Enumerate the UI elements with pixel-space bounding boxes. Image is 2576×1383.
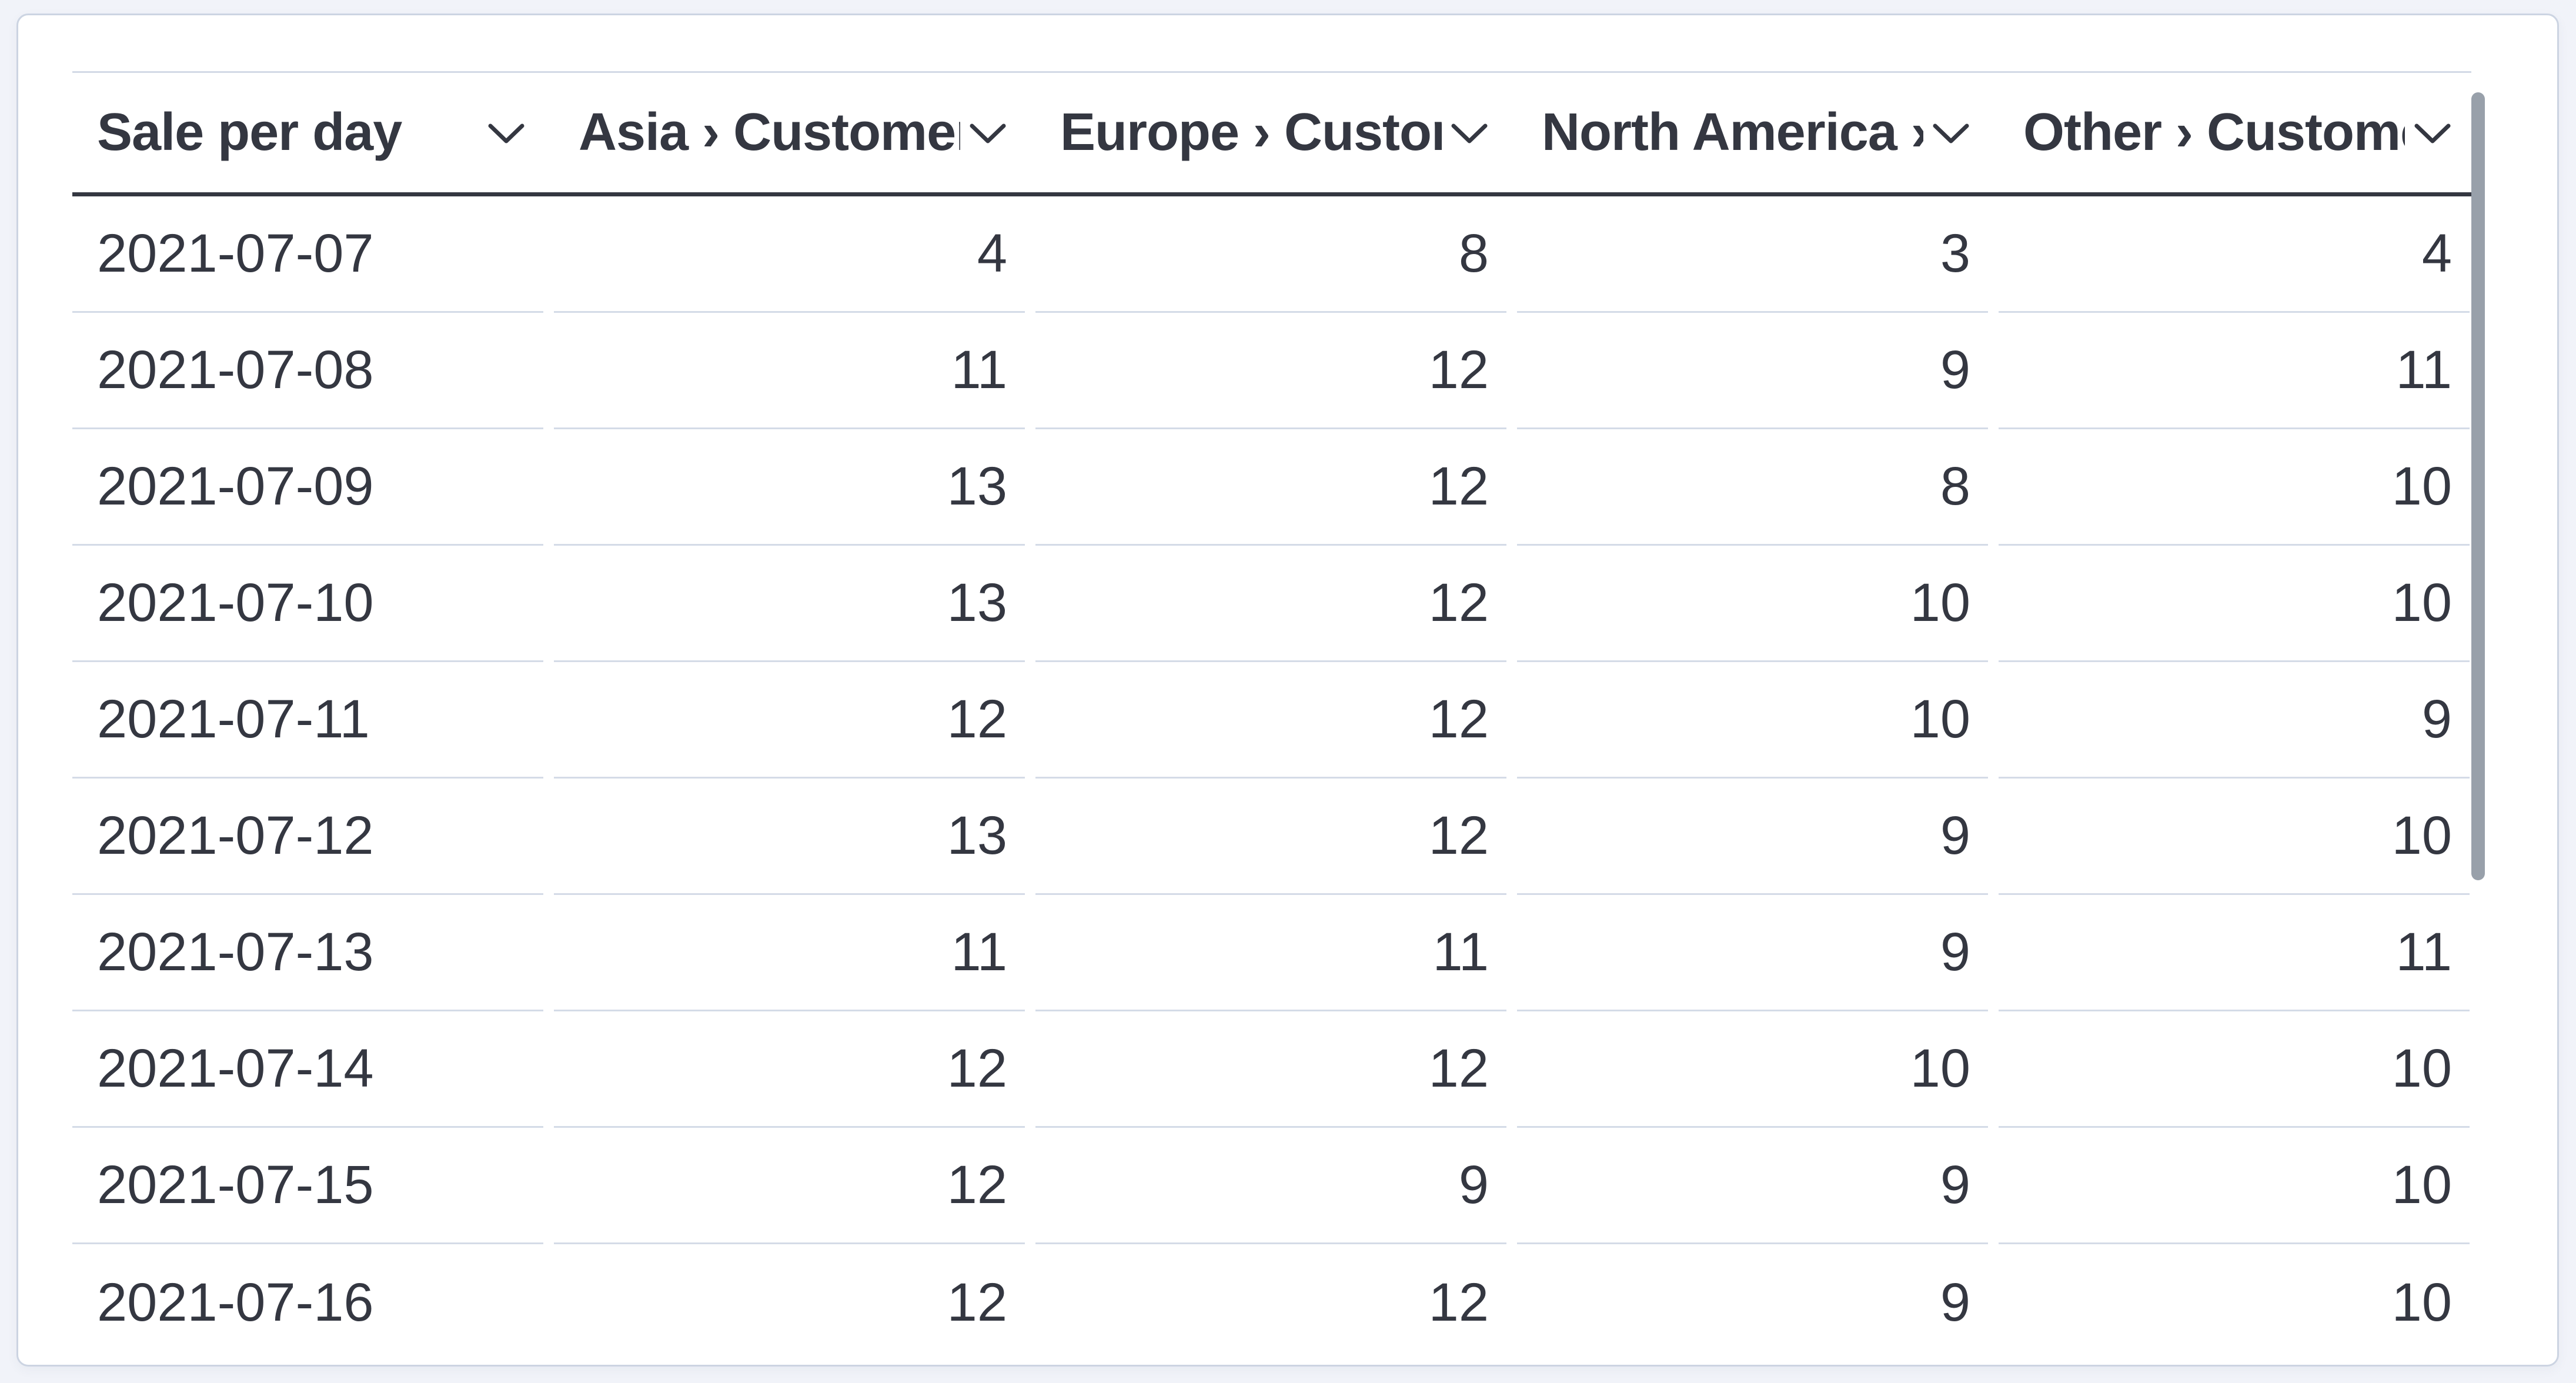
cell-date[interactable]: 2021-07-16	[97, 1272, 374, 1332]
cell-value-asia-customers[interactable]: 13	[554, 429, 1025, 546]
cell-value-other-customers[interactable]: 10	[1999, 429, 2470, 546]
column-header-europe-customers[interactable]: Europe › Customers	[1035, 73, 1506, 192]
column-header-label: Europe › Customers	[1060, 103, 1442, 162]
cell-value-north-america-customers[interactable]: 10	[1517, 1011, 1988, 1128]
cell-value-other-customers[interactable]: 10	[1999, 1128, 2470, 1244]
cell-value-europe-customers[interactable]: 12	[1035, 662, 1506, 779]
cell-date[interactable]: 2021-07-11	[72, 662, 543, 779]
table-row: 2021-07-13 11 11 9 11	[72, 895, 2471, 1011]
cell-value-europe-customers[interactable]: 11	[1035, 895, 1506, 1011]
column-header-other-customers[interactable]: Other › Customers	[1999, 73, 2470, 192]
cell-value-europe-customers[interactable]: 8	[1035, 196, 1506, 313]
table-row: 2021-07-11 12 12 10 9	[72, 662, 2471, 779]
column-header-label: Other › Customers	[2023, 103, 2405, 162]
cell-value-asia-customers[interactable]: 4	[554, 196, 1025, 313]
cell-value-europe-customers[interactable]: 12	[1035, 1011, 1506, 1128]
cell-value-europe-customers[interactable]: 9	[1035, 1128, 1506, 1244]
table-row: 2021-07-09 13 12 8 10	[72, 429, 2471, 546]
cell-date[interactable]: 2021-07-15	[72, 1128, 543, 1244]
cell-value-europe-customers[interactable]: 12	[1428, 1272, 1489, 1332]
sale-per-day-table-panel: Sale per day Asia › Customers Europe › Cus…	[16, 14, 2559, 1367]
cell-date[interactable]: 2021-07-07	[72, 196, 543, 313]
column-header-north-america-customers[interactable]: North America › Customers	[1517, 73, 1988, 192]
cell-value-asia-customers[interactable]: 13	[554, 546, 1025, 662]
column-header-label: Sale per day	[97, 103, 402, 162]
cell-value-other-customers[interactable]: 9	[1999, 662, 2470, 779]
column-header-label: Asia › Customers	[579, 103, 960, 162]
cell-date[interactable]: 2021-07-13	[72, 895, 543, 1011]
cell-value-north-america-customers[interactable]: 9	[1940, 1272, 1970, 1332]
column-header-sale-per-day[interactable]: Sale per day	[72, 73, 543, 192]
cell-value-other-customers[interactable]: 10	[2391, 1272, 2452, 1332]
cell-value-asia-customers[interactable]: 12	[554, 1011, 1025, 1128]
chevron-down-icon[interactable]	[2413, 120, 2452, 146]
cell-date[interactable]: 2021-07-12	[72, 779, 543, 895]
table-row: 2021-07-07 4 8 3 4	[72, 196, 2471, 313]
table-row: 2021-07-15 12 9 9 10	[72, 1128, 2471, 1244]
cell-value-other-customers[interactable]: 11	[1999, 313, 2470, 429]
table-body: 2021-07-07 4 8 3 4 2021-07-08 11 12 9 11 2021-07-0…	[72, 196, 2471, 1361]
cell-date[interactable]: 2021-07-10	[72, 546, 543, 662]
cell-value-other-customers[interactable]: 10	[1999, 1011, 2470, 1128]
cell-value-asia-customers[interactable]: 11	[554, 895, 1025, 1011]
cell-value-north-america-customers[interactable]: 3	[1517, 196, 1988, 313]
cell-date[interactable]: 2021-07-14	[72, 1011, 543, 1128]
cell-value-north-america-customers[interactable]: 8	[1517, 429, 1988, 546]
cell-value-asia-customers[interactable]: 13	[554, 779, 1025, 895]
cell-value-europe-customers[interactable]: 12	[1035, 779, 1506, 895]
column-header-asia-customers[interactable]: Asia › Customers	[554, 73, 1025, 192]
cell-value-north-america-customers[interactable]: 10	[1517, 546, 1988, 662]
cell-value-other-customers[interactable]: 10	[1999, 546, 2470, 662]
chevron-down-icon[interactable]	[1450, 120, 1489, 146]
cell-value-other-customers[interactable]: 4	[1999, 196, 2470, 313]
table-row: 2021-07-14 12 12 10 10	[72, 1011, 2471, 1128]
table-row: 2021-07-08 11 12 9 11	[72, 313, 2471, 429]
cell-value-asia-customers[interactable]: 12	[947, 1272, 1007, 1332]
column-header-label: North America › Customers	[1542, 103, 1923, 162]
cell-value-other-customers[interactable]: 10	[1999, 779, 2470, 895]
data-grid: Sale per day Asia › Customers Europe › Cus…	[72, 71, 2471, 1361]
cell-value-north-america-customers[interactable]: 9	[1517, 779, 1988, 895]
cell-value-asia-customers[interactable]: 11	[554, 313, 1025, 429]
chevron-down-icon[interactable]	[1932, 120, 1970, 146]
cell-value-europe-customers[interactable]: 12	[1035, 429, 1506, 546]
cell-date[interactable]: 2021-07-09	[72, 429, 543, 546]
cell-value-north-america-customers[interactable]: 9	[1517, 895, 1988, 1011]
table-header-row: Sale per day Asia › Customers Europe › Cus…	[72, 71, 2471, 196]
chevron-down-icon[interactable]	[487, 120, 526, 146]
cell-value-asia-customers[interactable]: 12	[554, 662, 1025, 779]
table-row: 2021-07-10 13 12 10 10	[72, 546, 2471, 662]
vertical-scrollbar[interactable]	[2471, 92, 2485, 880]
cell-value-north-america-customers[interactable]: 10	[1517, 662, 1988, 779]
cell-value-europe-customers[interactable]: 12	[1035, 313, 1506, 429]
chevron-down-icon[interactable]	[968, 120, 1007, 146]
cell-date[interactable]: 2021-07-08	[72, 313, 543, 429]
cell-value-asia-customers[interactable]: 12	[554, 1128, 1025, 1244]
cell-value-europe-customers[interactable]: 12	[1035, 546, 1506, 662]
cell-value-north-america-customers[interactable]: 9	[1517, 313, 1988, 429]
cell-value-north-america-customers[interactable]: 9	[1517, 1128, 1988, 1244]
table-row: 2021-07-12 13 12 9 10	[72, 779, 2471, 895]
table-row: 2021-07-16 12 12 9 10	[72, 1244, 2471, 1361]
cell-value-other-customers[interactable]: 11	[1999, 895, 2470, 1011]
